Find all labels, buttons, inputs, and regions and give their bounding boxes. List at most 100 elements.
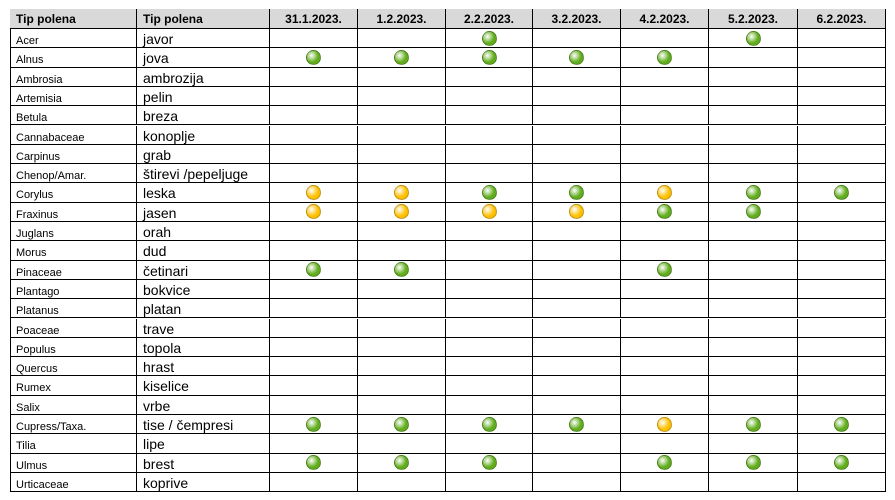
date-cell: [358, 29, 446, 49]
date-cell: [621, 395, 709, 415]
date-cell: [621, 434, 709, 454]
date-cell: [446, 144, 533, 165]
date-cell: [358, 106, 446, 126]
date-cell: [358, 299, 446, 319]
date-cell: [270, 434, 358, 454]
date-cell: [358, 337, 446, 358]
date-cell: [533, 376, 621, 396]
date-cell: [709, 202, 798, 222]
date-cell: [709, 318, 798, 338]
pollen-dot: [394, 185, 409, 201]
header-cell: 4.2.2023.: [621, 9, 709, 29]
date-cell: [709, 125, 798, 145]
pollen-dot: [657, 204, 672, 220]
local-name: platan: [137, 299, 270, 319]
latin-name: Fraxinus: [10, 202, 137, 222]
date-cell: [533, 106, 621, 126]
local-name: brest: [137, 453, 270, 473]
date-cell: [798, 183, 886, 203]
date-cell: [621, 48, 709, 68]
local-name: hrast: [137, 357, 270, 377]
date-cell: [709, 106, 798, 126]
date-cell: [358, 260, 446, 280]
latin-name: Chenop/Amar.: [10, 164, 137, 184]
date-cell: [709, 434, 798, 454]
date-cell: [533, 357, 621, 377]
latin-name: Betula: [10, 106, 137, 126]
date-cell: [533, 202, 621, 222]
date-cell: [709, 299, 798, 319]
date-cell: [533, 415, 621, 435]
date-cell: [709, 279, 798, 300]
header-cell: 3.2.2023.: [533, 9, 621, 29]
date-cell: [709, 415, 798, 435]
date-cell: [270, 29, 358, 49]
date-cell: [358, 202, 446, 222]
date-cell: [798, 376, 886, 396]
date-cell: [621, 202, 709, 222]
date-cell: [446, 357, 533, 377]
date-cell: [446, 222, 533, 242]
date-cell: [446, 125, 533, 145]
pollen-dot: [569, 416, 584, 432]
date-cell: [358, 48, 446, 68]
date-cell: [270, 183, 358, 203]
latin-name: Salix: [10, 395, 137, 415]
date-cell: [446, 453, 533, 473]
latin-name: Carpinus: [10, 144, 137, 165]
local-name: jasen: [137, 202, 270, 222]
date-cell: [270, 357, 358, 377]
date-cell: [621, 144, 709, 165]
latin-name: Ulmus: [10, 453, 137, 473]
date-cell: [270, 260, 358, 280]
date-cell: [798, 48, 886, 68]
date-cell: [270, 318, 358, 338]
date-cell: [358, 318, 446, 338]
pollen-dot: [481, 30, 497, 46]
date-cell: [621, 299, 709, 319]
date-cell: [709, 67, 798, 87]
pollen-dot: [481, 416, 497, 432]
date-cell: [621, 318, 709, 338]
date-cell: [798, 144, 886, 165]
date-cell: [621, 125, 709, 145]
date-cell: [270, 164, 358, 184]
latin-name: Acer: [10, 29, 137, 49]
pollen-dot: [306, 455, 321, 471]
date-cell: [798, 106, 886, 126]
date-cell: [533, 318, 621, 338]
date-cell: [533, 279, 621, 300]
date-cell: [270, 395, 358, 415]
local-name: konoplje: [137, 125, 270, 145]
date-cell: [798, 453, 886, 473]
date-cell: [446, 415, 533, 435]
pollen-dot: [834, 185, 849, 201]
date-cell: [358, 279, 446, 300]
date-cell: [621, 183, 709, 203]
date-cell: [446, 299, 533, 319]
date-cell: [621, 67, 709, 87]
date-cell: [798, 434, 886, 454]
date-cell: [358, 164, 446, 184]
header-cell: Tip polena: [10, 9, 137, 29]
pollen-dot: [481, 49, 497, 65]
pollen-dot: [481, 455, 497, 471]
pollen-dot: [481, 185, 497, 201]
date-cell: [709, 164, 798, 184]
date-cell: [533, 472, 621, 493]
date-cell: [621, 279, 709, 300]
date-cell: [446, 106, 533, 126]
date-cell: [798, 357, 886, 377]
date-cell: [709, 453, 798, 473]
date-cell: [270, 376, 358, 396]
local-name: pelin: [137, 86, 270, 107]
latin-name: Platanus: [10, 299, 137, 319]
date-cell: [270, 299, 358, 319]
header-cell: 2.2.2023.: [446, 9, 533, 29]
date-cell: [709, 260, 798, 280]
date-cell: [621, 357, 709, 377]
pollen-dot: [306, 204, 321, 220]
date-cell: [709, 241, 798, 261]
pollen-dot: [481, 204, 497, 220]
